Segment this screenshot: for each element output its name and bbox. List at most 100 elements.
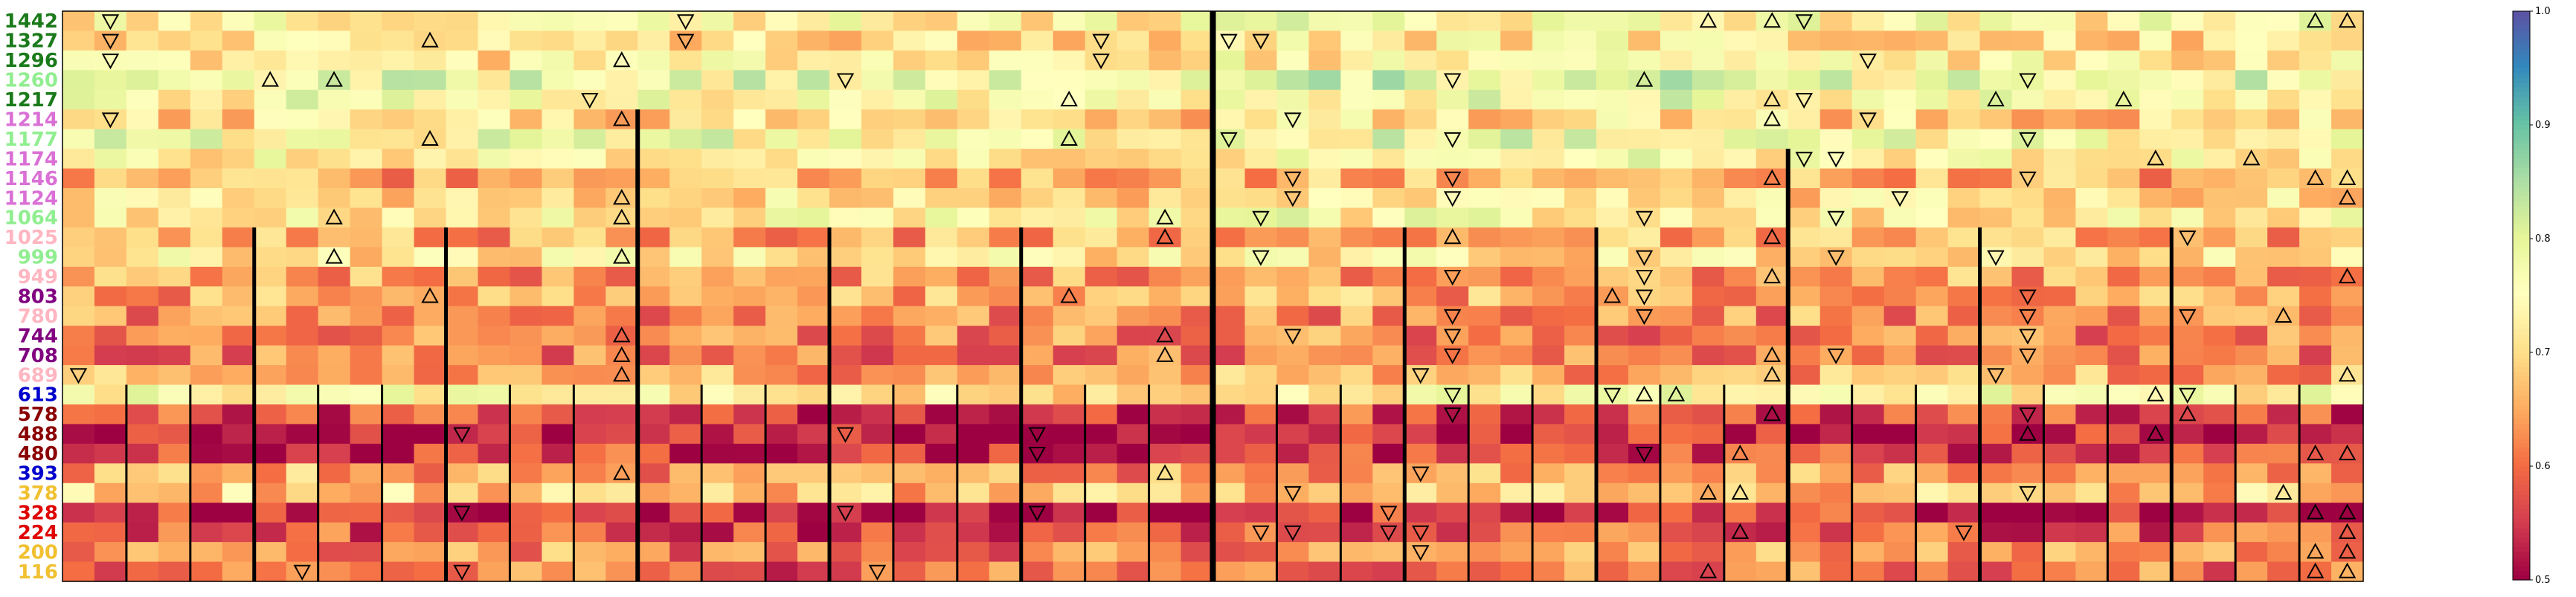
heatmap-cell bbox=[574, 188, 606, 209]
heatmap-cell bbox=[1149, 129, 1182, 149]
triangle-down-marker bbox=[2019, 289, 2037, 306]
heatmap-cell bbox=[1276, 149, 1309, 170]
heatmap-cell bbox=[1564, 188, 1597, 209]
heatmap-cell bbox=[1404, 149, 1437, 170]
heatmap-cell bbox=[1085, 384, 1118, 405]
heatmap-cell bbox=[2267, 89, 2300, 110]
heatmap-cell bbox=[861, 70, 894, 91]
heatmap-cell bbox=[1372, 326, 1405, 346]
colorbar-segment bbox=[2513, 129, 2530, 135]
heatmap-cell bbox=[446, 306, 479, 326]
heatmap-cell bbox=[574, 306, 606, 326]
triangle-up-marker bbox=[2338, 366, 2357, 382]
heatmap-cell bbox=[637, 384, 670, 405]
heatmap-cell bbox=[1851, 306, 1885, 326]
heatmap-cell bbox=[1564, 50, 1597, 71]
heatmap-cell bbox=[1021, 227, 1054, 248]
colorbar-segment bbox=[2513, 148, 2530, 154]
heatmap-cell bbox=[254, 542, 287, 563]
triangle-up-marker bbox=[1763, 12, 1781, 28]
triangle-down-marker bbox=[101, 112, 120, 129]
colorbar-segment bbox=[2513, 542, 2530, 547]
heatmap-cell bbox=[1276, 286, 1309, 307]
heatmap-cell bbox=[478, 247, 511, 268]
heatmap-cell bbox=[893, 149, 926, 170]
heatmap-cell bbox=[765, 345, 798, 366]
heatmap-cell bbox=[2171, 89, 2204, 110]
heatmap-cell bbox=[637, 149, 670, 170]
colorbar-segment bbox=[2513, 54, 2530, 59]
heatmap-cell bbox=[1085, 247, 1118, 268]
heatmap-cell bbox=[765, 542, 798, 563]
heatmap-cell bbox=[1628, 542, 1661, 563]
heatmap-cell bbox=[414, 443, 447, 464]
heatmap-cell bbox=[2267, 227, 2300, 248]
heatmap-cell bbox=[126, 30, 159, 51]
heatmap-cell bbox=[1660, 443, 1693, 464]
heatmap-cell bbox=[94, 168, 127, 189]
triangle-down-marker bbox=[1252, 210, 1270, 227]
heatmap-cell bbox=[989, 306, 1022, 326]
heatmap-cell bbox=[989, 129, 1022, 149]
heatmap-cell bbox=[382, 306, 415, 326]
row-label: 116 bbox=[18, 561, 58, 584]
heatmap-cell bbox=[2235, 247, 2268, 268]
heatmap-cell bbox=[829, 188, 862, 209]
heatmap-cell bbox=[1724, 188, 1757, 209]
heatmap-cell bbox=[510, 384, 542, 405]
heatmap-cell bbox=[1660, 227, 1693, 248]
heatmap-cell bbox=[1340, 70, 1373, 91]
heatmap-cell bbox=[1468, 266, 1501, 287]
heatmap-cell bbox=[1979, 404, 2013, 425]
heatmap-cell bbox=[2203, 424, 2236, 445]
heatmap-cell bbox=[797, 384, 830, 405]
heatmap-cell bbox=[1340, 404, 1373, 425]
heatmap-cell bbox=[2043, 30, 2076, 51]
heatmap-cell bbox=[1404, 384, 1437, 405]
triangle-up-marker bbox=[325, 208, 343, 225]
heatmap-cell bbox=[222, 542, 255, 563]
heatmap-cell bbox=[1085, 542, 1118, 563]
colorbar-segment bbox=[2513, 201, 2530, 206]
heatmap-cell bbox=[1564, 542, 1597, 563]
heatmap-cell bbox=[1628, 561, 1661, 582]
heatmap-cell bbox=[1947, 227, 1981, 248]
heatmap-cell bbox=[669, 463, 702, 484]
heatmap-cell bbox=[2203, 306, 2236, 326]
heatmap-cell bbox=[829, 345, 862, 366]
heatmap-cell bbox=[606, 168, 638, 189]
heatmap-cell bbox=[254, 129, 287, 149]
heatmap-cell bbox=[318, 522, 351, 543]
heatmap-cell bbox=[478, 109, 511, 130]
heatmap-cell bbox=[2139, 365, 2172, 386]
heatmap-cell bbox=[1947, 266, 1981, 287]
heatmap-cell bbox=[2299, 207, 2332, 228]
heatmap-cell bbox=[733, 503, 766, 523]
row-label: 1296 bbox=[4, 50, 58, 72]
heatmap-cell bbox=[222, 89, 255, 110]
colorbar-tick-label: 0.5 bbox=[2535, 575, 2551, 586]
row-label: 1174 bbox=[4, 148, 58, 170]
heatmap-cell bbox=[1596, 227, 1629, 248]
heatmap-cell bbox=[2139, 129, 2172, 149]
heatmap-cell bbox=[2299, 384, 2332, 405]
colorbar-segment bbox=[2513, 110, 2530, 116]
colorbar-segment bbox=[2513, 323, 2530, 329]
heatmap-cell bbox=[1724, 70, 1757, 91]
heatmap-cell bbox=[1947, 542, 1981, 563]
heatmap-cell bbox=[1883, 70, 1917, 91]
heatmap-cell bbox=[1149, 503, 1182, 523]
heatmap-cell bbox=[1340, 207, 1373, 228]
heatmap-cell bbox=[2107, 522, 2140, 543]
heatmap-cell bbox=[1053, 365, 1086, 386]
heatmap-cell bbox=[1212, 168, 1246, 189]
heatmap-cell bbox=[2139, 70, 2172, 91]
heatmap-cell bbox=[1788, 365, 1821, 386]
triangle-up-marker bbox=[1443, 228, 1462, 245]
heatmap-cell bbox=[1021, 463, 1054, 484]
heatmap-cell bbox=[1468, 483, 1501, 503]
heatmap-cell bbox=[637, 443, 670, 464]
heatmap-cell bbox=[1692, 129, 1725, 149]
heatmap-cell bbox=[1788, 109, 1821, 130]
heatmap-cell bbox=[254, 188, 287, 209]
